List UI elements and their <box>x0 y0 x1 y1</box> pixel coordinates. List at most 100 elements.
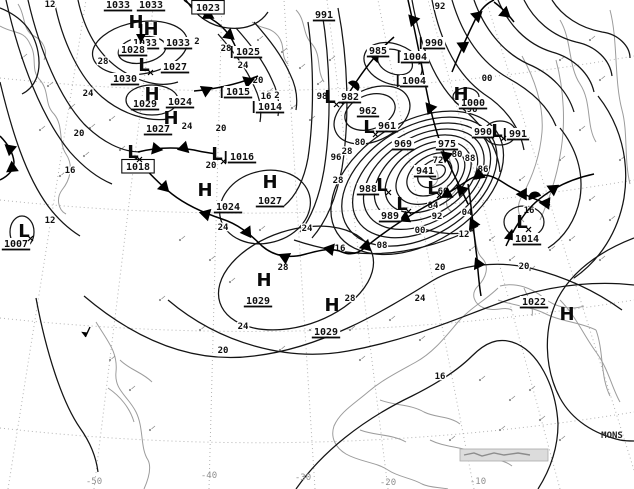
station-plot <box>618 158 622 162</box>
station-wind-tick <box>91 123 96 128</box>
pressure-value-label: 1028 <box>121 45 145 56</box>
cold-front-mark <box>358 238 372 252</box>
station-plot <box>58 174 62 178</box>
pressure-value-label: 1024 <box>168 97 192 108</box>
station-wind-tick <box>269 87 274 92</box>
pressure-label-bg <box>512 233 542 244</box>
station-plot <box>38 128 42 132</box>
station-plot <box>568 238 572 242</box>
pressure-label-bg <box>130 37 160 48</box>
pressure-value-label: 1014 <box>515 234 539 245</box>
low-center-symbol: L <box>491 121 502 142</box>
pressure-label-bg <box>118 44 148 55</box>
coastline-path <box>0 25 71 215</box>
station-wind-tick <box>511 255 516 260</box>
pressure-label-bg <box>422 37 446 48</box>
front-line <box>451 0 495 73</box>
pressure-value-label: 1007 <box>4 239 28 250</box>
station-wind-tick <box>481 375 486 380</box>
isobar-path <box>27 0 141 153</box>
isobar-path <box>573 95 627 279</box>
station-plot <box>258 228 262 232</box>
station-plot <box>118 148 122 152</box>
low-center-cross <box>385 189 392 196</box>
station-plot <box>128 388 132 392</box>
isobar-value-label: 28 <box>342 147 353 157</box>
high-center-symbol: H <box>256 270 271 291</box>
front-line <box>505 173 595 247</box>
pressure-label-box <box>121 158 155 174</box>
pressure-label-bracket <box>396 75 399 87</box>
pressure-label-underline <box>255 205 285 208</box>
isobar-ring <box>384 140 472 214</box>
misc-label-layer: MONS <box>601 431 623 441</box>
isobar-value-label: 98 <box>317 92 328 102</box>
isobar-path <box>167 282 634 355</box>
pressure-label-underline <box>227 161 257 164</box>
pressure-value-label: 1000 <box>461 98 485 109</box>
cold-front-mark <box>440 151 454 164</box>
low-center-cross <box>436 192 443 199</box>
pressure-label-bg <box>356 183 380 194</box>
pressure-label-underline <box>391 148 415 151</box>
station-wind-tick <box>231 277 236 282</box>
pressure-label-bg <box>311 326 341 337</box>
longitude-label: -40 <box>201 471 217 481</box>
pressure-label-bg <box>399 75 429 86</box>
pressure-label-underline <box>243 305 273 308</box>
station-wind-tick <box>41 125 46 130</box>
coastline-path <box>107 387 135 423</box>
station-wind-tick <box>283 47 288 52</box>
low-center-cross <box>525 226 532 233</box>
station-plot <box>228 280 232 284</box>
isobar-ring <box>351 122 492 239</box>
pressure-value-label: 1024 <box>216 202 240 213</box>
pressure-label-bg <box>223 86 253 97</box>
isobar-value-label: 80 <box>355 138 366 148</box>
pressure-value-label: 961 <box>378 121 396 132</box>
station-plot <box>148 428 152 432</box>
isobar-path <box>299 11 330 233</box>
isobar-path <box>523 0 613 77</box>
isobar-value-label: 12 <box>45 216 56 226</box>
station-plot <box>478 378 482 382</box>
station-plot <box>290 106 294 110</box>
isobar-value-label: 20 <box>218 346 229 356</box>
station-plot <box>558 158 562 162</box>
cold-front-mark <box>498 5 511 18</box>
pressure-label-bg <box>519 296 549 307</box>
pressure-value-label: 1027 <box>258 196 282 207</box>
pressure-label-bg <box>471 126 495 137</box>
pressure-label-bg <box>413 165 437 176</box>
warm-front-mark <box>348 80 360 92</box>
isobar-loop <box>344 93 396 131</box>
pressure-value-label: 962 <box>359 106 377 117</box>
cold-front-mark <box>468 217 481 231</box>
isobar-value-label: 24 <box>218 223 229 233</box>
station-plot <box>158 298 162 302</box>
pressure-value-label: 1004 <box>403 52 427 63</box>
station-plot <box>278 348 282 352</box>
pressure-label-underline <box>519 306 549 309</box>
station-wind-tick <box>591 195 596 200</box>
station-plot <box>448 438 452 442</box>
station-wind-tick <box>361 355 366 360</box>
station-cluster-smudge <box>463 452 531 457</box>
station-wind-tick <box>581 125 586 130</box>
isobar-value-label: 20 <box>216 124 227 134</box>
pressure-label-underline <box>312 19 336 22</box>
coastline-path <box>595 329 611 397</box>
station-wind-tick <box>531 385 536 390</box>
isobar-value-label: 28 <box>278 263 289 273</box>
pressure-label-bg <box>227 151 257 162</box>
cold-front-mark <box>408 14 421 28</box>
low-center-cross <box>136 156 143 163</box>
isobar-path <box>547 127 582 249</box>
pressure-label-bg <box>338 91 362 102</box>
pressure-label-underline <box>366 55 390 58</box>
low-center-cross <box>405 208 412 215</box>
isobar-value-label: 00 <box>415 226 426 236</box>
pressure-label-underline <box>471 136 495 139</box>
isobar-value-label: 20 <box>519 262 530 272</box>
